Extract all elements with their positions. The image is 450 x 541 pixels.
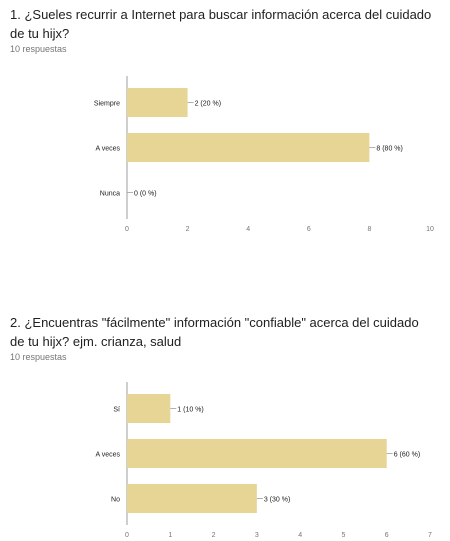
bar	[127, 88, 188, 117]
x-tick-label: 2	[186, 226, 190, 233]
x-tick-label: 5	[341, 532, 345, 539]
data-label: 6 (60 %)	[394, 452, 420, 459]
data-label: 8 (80 %)	[376, 146, 402, 153]
x-tick-label: 7	[428, 532, 432, 539]
x-tick-label: 2	[212, 532, 216, 539]
question-2: 2. ¿Encuentras "fácilmente" información …	[0, 300, 450, 541]
data-label: 1 (10 %)	[177, 407, 203, 414]
question-title: 2. ¿Encuentras "fácilmente" información …	[10, 315, 419, 349]
category-label: Nunca	[100, 191, 120, 198]
data-label: 3 (30 %)	[264, 497, 290, 504]
data-label: 0 (0 %)	[134, 191, 157, 198]
x-tick-label: 0	[125, 226, 129, 233]
question-1: 1. ¿Sueles recurrir a Internet para busc…	[0, 0, 450, 260]
bar-chart-question-1: Siempre 2 (20 %) A veces 8 (80 %) Nunca 0 (0 …	[94, 76, 434, 233]
x-tick-label: 6	[307, 226, 311, 233]
bar	[127, 133, 370, 162]
category-label: A veces	[95, 452, 120, 459]
category-label: No	[111, 497, 120, 504]
x-tick-label: 10	[426, 226, 434, 233]
category-label: Siempre	[94, 101, 120, 108]
bar	[127, 439, 387, 468]
category-label: Sí	[113, 407, 120, 414]
x-tick-label: 1	[168, 532, 172, 539]
category-label: A veces	[95, 146, 120, 153]
x-tick-label: 0	[125, 532, 129, 539]
x-tick-label: 4	[298, 532, 302, 539]
question-title: 1. ¿Sueles recurrir a Internet para busc…	[10, 7, 432, 41]
bar-chart-question-2: Sí 1 (10 %) A veces 6 (60 %) No 3 (30 %) 0 1 2 3 4…	[95, 382, 432, 539]
bar	[127, 484, 257, 513]
x-tick-label: 8	[367, 226, 371, 233]
response-count: 10 respuestas	[10, 44, 67, 54]
data-label: 2 (20 %)	[195, 101, 221, 108]
x-tick-label: 3	[255, 532, 259, 539]
response-count: 10 respuestas	[10, 352, 67, 362]
x-tick-label: 4	[246, 226, 250, 233]
bar	[127, 394, 171, 423]
x-tick-label: 6	[385, 532, 389, 539]
